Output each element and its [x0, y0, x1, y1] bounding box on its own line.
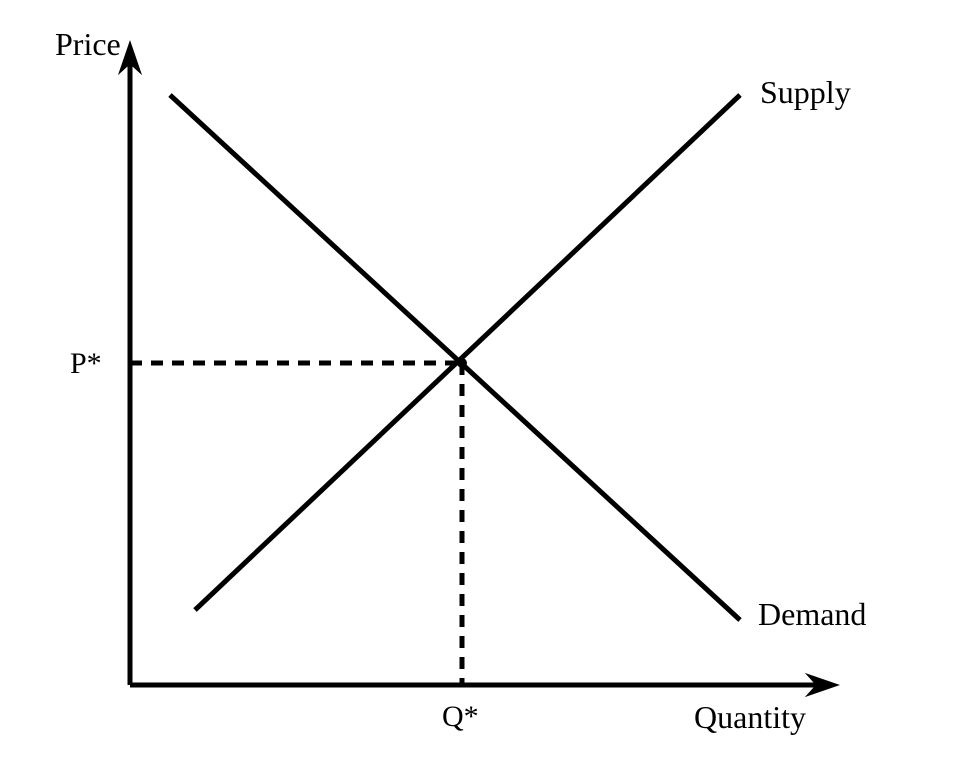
- supply-line: [195, 95, 740, 610]
- supply-label: Supply: [760, 74, 851, 110]
- equilibrium-quantity-label: Q*: [442, 700, 479, 733]
- y-axis-label: Price: [55, 26, 121, 62]
- equilibrium-point: [457, 358, 467, 368]
- x-axis-label: Quantity: [694, 699, 806, 735]
- supply-demand-chart: Price Quantity Supply Demand P* Q*: [0, 0, 956, 771]
- equilibrium-price-label: P*: [70, 347, 102, 380]
- demand-label: Demand: [758, 596, 866, 632]
